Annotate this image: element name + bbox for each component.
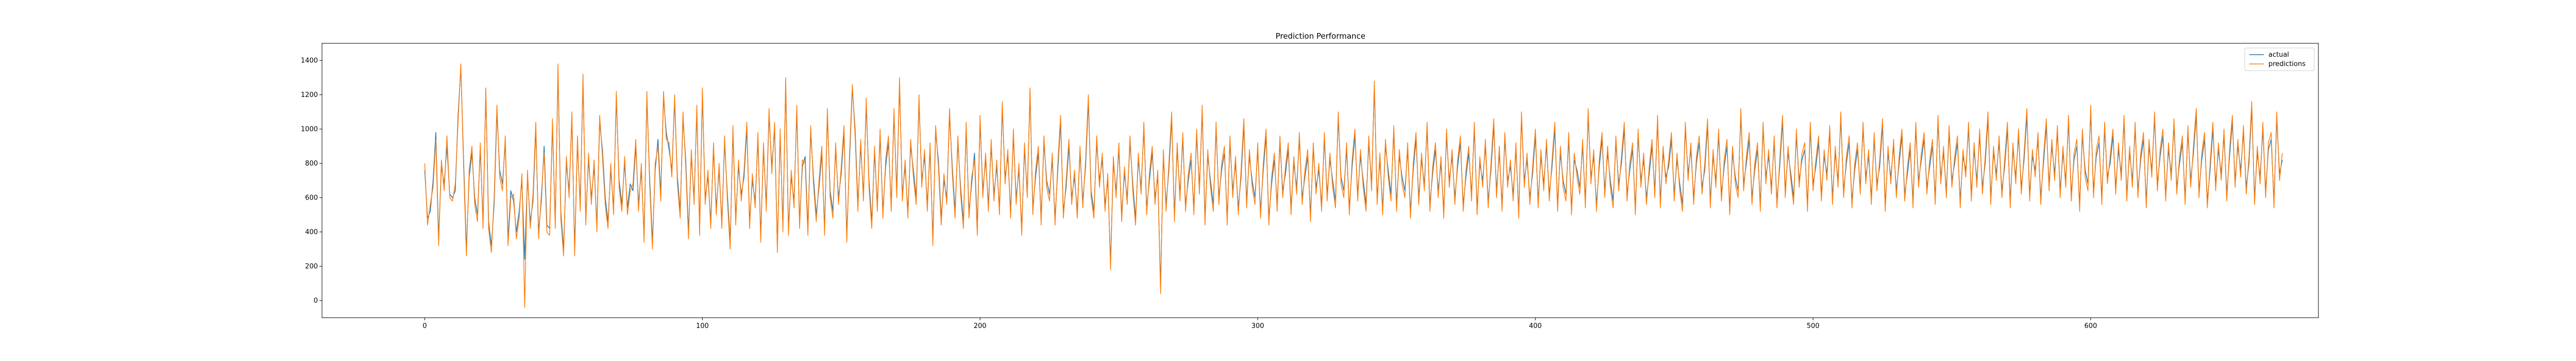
y-tick-label: 200 — [305, 262, 318, 270]
legend-box — [2244, 47, 2315, 71]
y-tick-label: 800 — [305, 160, 318, 168]
x-tick-label: 600 — [2084, 322, 2097, 330]
y-tick-label: 1400 — [301, 57, 318, 64]
y-tick-label: 1000 — [301, 125, 318, 133]
legend-label-actual: actual — [2268, 51, 2289, 59]
x-tick-label: 0 — [422, 322, 427, 330]
x-tick-label: 100 — [696, 322, 709, 330]
chart-title: Prediction Performance — [1276, 31, 1365, 41]
x-tick-label: 400 — [1529, 322, 1542, 330]
y-axis: 0 200 400 600 800 1000 1200 1400 — [301, 57, 322, 305]
y-tick-label: 400 — [305, 228, 318, 236]
legend-label-predictions: predictions — [2268, 60, 2306, 68]
legend: actual predictions — [2244, 47, 2315, 71]
x-tick-label: 300 — [1251, 322, 1264, 330]
x-tick-label: 200 — [974, 322, 987, 330]
series-line-predictions — [424, 63, 2283, 308]
x-tick-label: 500 — [1807, 322, 1820, 330]
x-axis: 0 100 200 300 400 500 600 — [422, 318, 2097, 330]
axes-frame — [321, 43, 2319, 318]
series-group — [424, 63, 2283, 308]
plot-area — [321, 43, 2319, 318]
y-tick-label: 0 — [314, 297, 318, 305]
y-tick-label: 1200 — [301, 91, 318, 99]
y-tick-label: 600 — [305, 194, 318, 202]
